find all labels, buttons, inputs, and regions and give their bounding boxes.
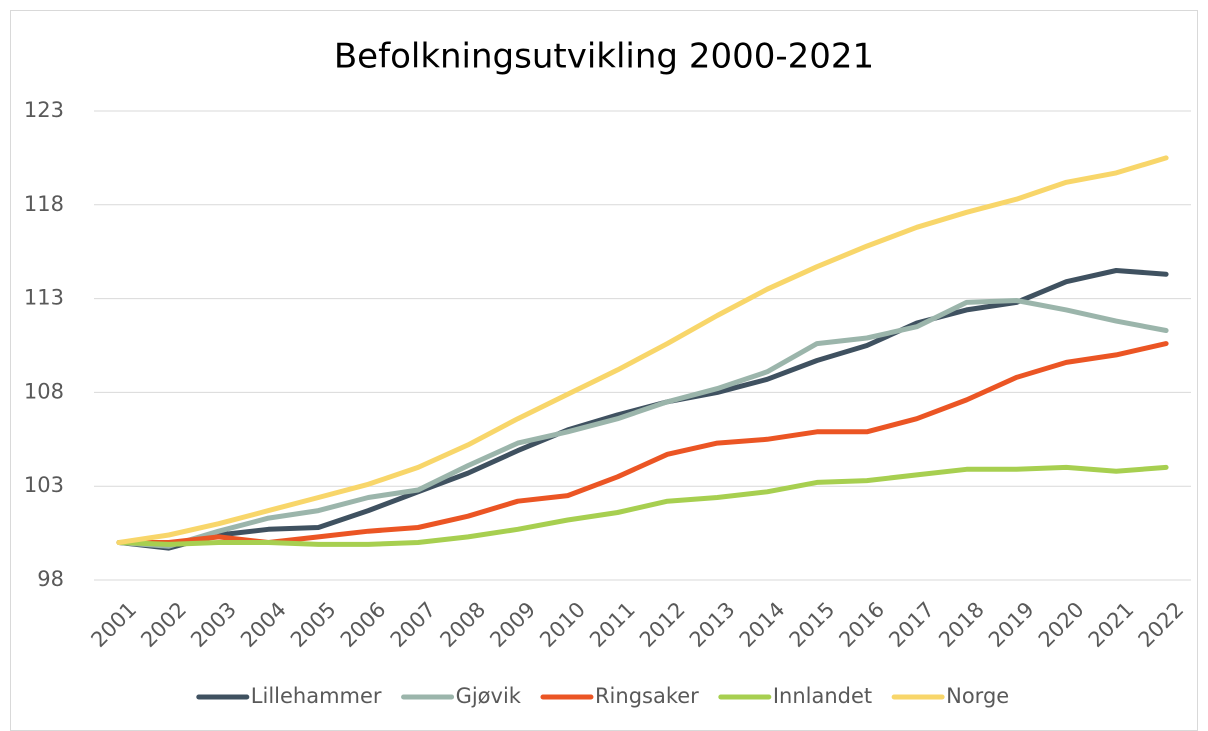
y-tick-label: 123 [24, 98, 64, 122]
chart-border [10, 10, 1198, 731]
y-tick-label: 108 [24, 379, 64, 403]
y-tick-label: 118 [24, 192, 64, 216]
legend-label: Ringsaker [595, 684, 699, 708]
line-series [116, 155, 1169, 545]
legend-label: Innlandet [773, 684, 872, 708]
chart-title: Befolkningsutvikling 2000-2021 [334, 37, 874, 77]
line-series [116, 341, 1169, 545]
line-series [116, 464, 1169, 547]
legend-label: Lillehammer [251, 684, 382, 708]
y-tick-label: 103 [24, 473, 64, 497]
line-series [116, 298, 1169, 549]
legend-label: Gjøvik [456, 684, 522, 708]
legend-label: Norge [946, 684, 1009, 708]
y-tick-label: 113 [24, 286, 64, 310]
y-tick-label: 98 [37, 567, 64, 591]
